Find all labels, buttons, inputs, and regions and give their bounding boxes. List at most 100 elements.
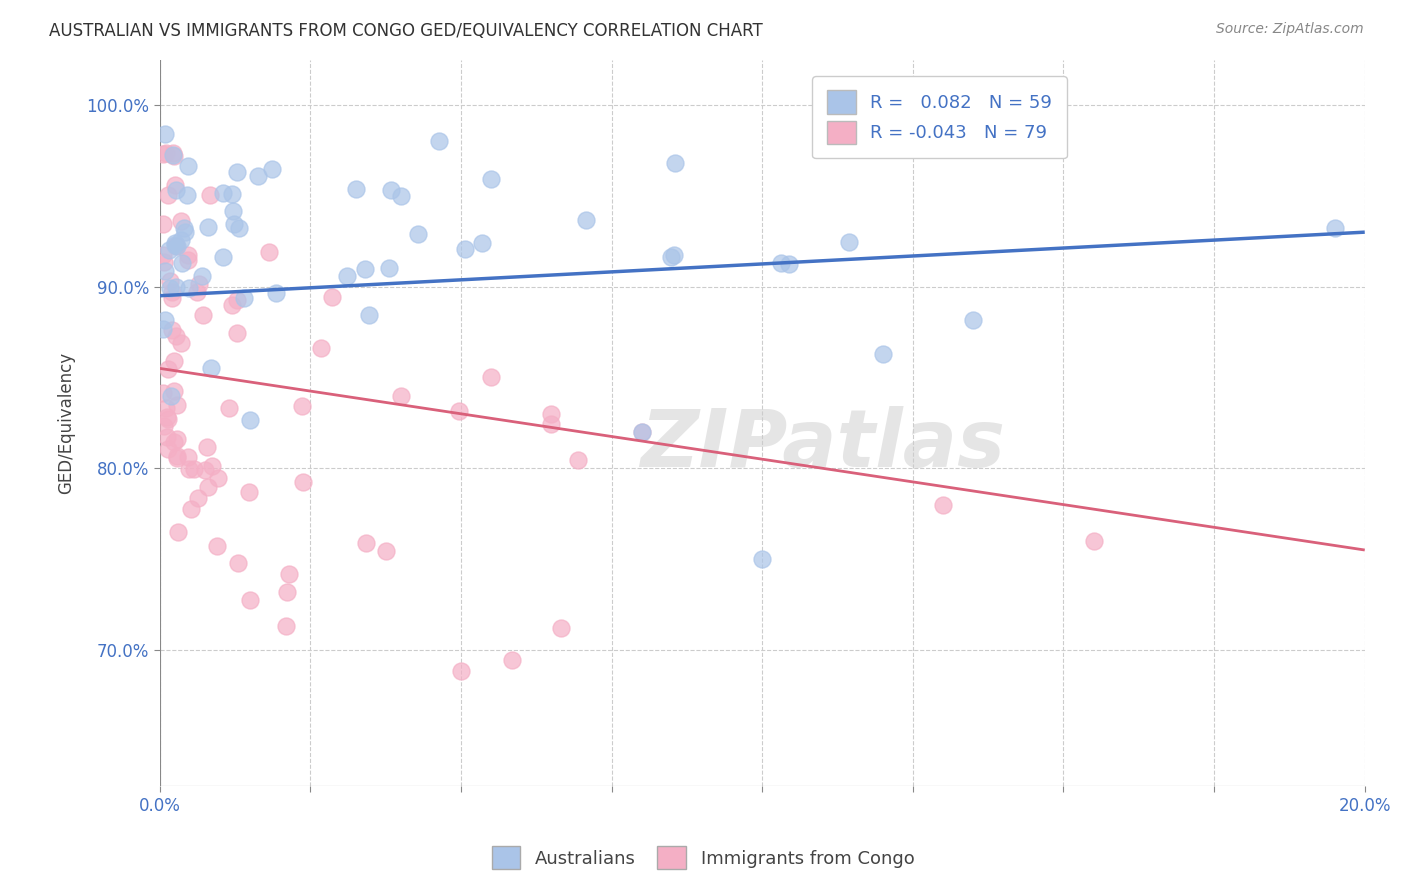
Text: AUSTRALIAN VS IMMIGRANTS FROM CONGO GED/EQUIVALENCY CORRELATION CHART: AUSTRALIAN VS IMMIGRANTS FROM CONGO GED/… [49,22,763,40]
Point [153,128,176,142]
Point [501,653,523,667]
Point [162,323,184,337]
Point [183,462,205,476]
Point [309,341,332,355]
Point [336,269,359,284]
Point [450,664,472,678]
Point [1083,533,1105,548]
Point [354,535,377,549]
Point [751,552,773,566]
Point [156,412,179,426]
Point [277,566,299,581]
Point [156,409,179,424]
Point [222,204,245,219]
Point [239,413,262,427]
Point [221,186,243,201]
Legend: Australians, Immigrants from Congo: Australians, Immigrants from Congo [482,838,924,879]
Text: ZIPatlas: ZIPatlas [640,406,1005,483]
Point [165,280,187,294]
Point [153,264,176,278]
Point [155,430,177,444]
Point [406,227,429,241]
Point [179,281,201,295]
Point [932,498,955,512]
Point [233,291,256,305]
Point [659,251,682,265]
Point [179,462,201,476]
Point [157,362,180,376]
Point [321,290,343,304]
Point [159,274,181,288]
Point [226,164,249,178]
Point [155,145,177,160]
Point [187,491,209,505]
Point [163,148,186,162]
Point [567,453,589,467]
Y-axis label: GED/Equivalency: GED/Equivalency [58,351,75,494]
Point [205,539,228,553]
Point [166,398,188,412]
Point [152,418,174,433]
Point [195,441,218,455]
Point [375,544,398,558]
Point [274,619,297,633]
Point [630,425,652,439]
Point [177,248,200,262]
Point [177,252,200,267]
Point [152,248,174,262]
Point [193,308,215,322]
Point [162,148,184,162]
Point [166,449,188,463]
Point [157,243,180,257]
Point [152,322,174,336]
Point [170,233,193,247]
Point [427,134,450,148]
Point [540,417,562,432]
Point [962,313,984,327]
Point [228,221,250,235]
Point [163,384,186,398]
Point [540,407,562,421]
Point [166,239,188,253]
Point [194,462,217,476]
Point [212,186,235,200]
Point [260,162,283,177]
Point [257,244,280,259]
Point [163,236,186,251]
Point [177,159,200,173]
Point [156,188,179,202]
Point [447,403,470,417]
Point [188,277,211,291]
Point [162,434,184,449]
Point [550,621,572,635]
Point [163,237,186,252]
Point [191,268,214,283]
Legend: R =   0.082   N = 59, R = -0.043   N = 79: R = 0.082 N = 59, R = -0.043 N = 79 [813,76,1067,159]
Point [152,217,174,231]
Point [166,525,188,540]
Point [165,178,187,193]
Point [165,239,187,253]
Point [169,335,191,350]
Point [200,187,222,202]
Point [264,285,287,300]
Point [454,242,477,256]
Point [291,475,314,490]
Point [479,370,502,384]
Point [291,400,314,414]
Point [479,172,502,186]
Point [172,256,194,270]
Point [200,361,222,376]
Point [246,169,269,183]
Point [177,450,200,465]
Point [180,502,202,516]
Point [176,188,198,202]
Point [238,485,260,500]
Point [152,255,174,269]
Point [197,480,219,494]
Point [389,389,412,403]
Point [152,147,174,161]
Point [165,183,187,197]
Point [1323,221,1346,235]
Point [662,247,685,261]
